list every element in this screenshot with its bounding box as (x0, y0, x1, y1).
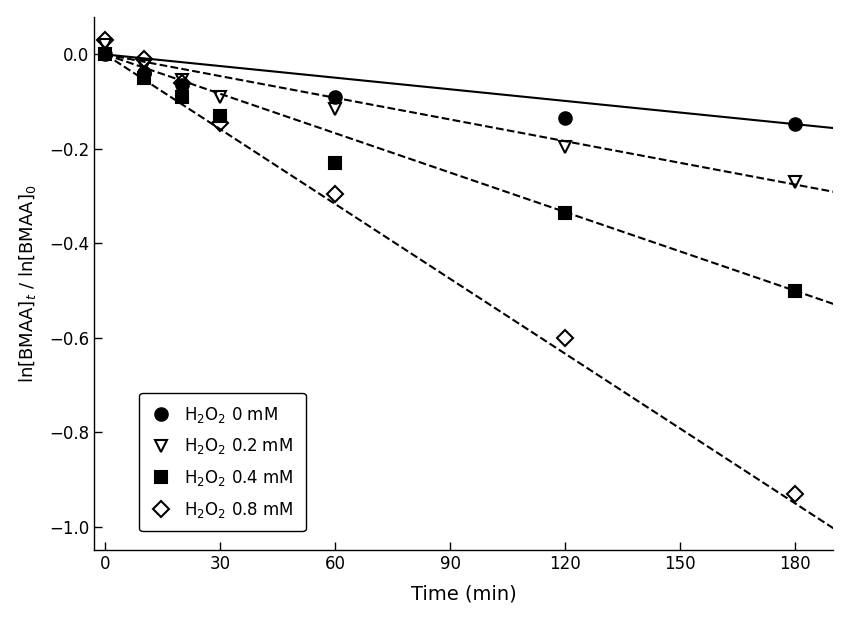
Line: H$_2$O$_2$ 0.4 mM: H$_2$O$_2$ 0.4 mM (99, 48, 802, 297)
H$_2$O$_2$ 0.8 mM (139, 55, 149, 63)
Line: H$_2$O$_2$ 0.2 mM: H$_2$O$_2$ 0.2 mM (99, 39, 802, 188)
Line: H$_2$O$_2$ 0.8 mM: H$_2$O$_2$ 0.8 mM (99, 35, 801, 499)
H$_2$O$_2$ 0.2 mM (139, 63, 149, 70)
H$_2$O$_2$ 0.2 mM (790, 179, 800, 186)
H$_2$O$_2$ 0 mM (139, 69, 149, 77)
H$_2$O$_2$ 0.4 mM (100, 51, 110, 58)
H$_2$O$_2$ 0.4 mM (177, 93, 187, 100)
H$_2$O$_2$ 0.8 mM (177, 79, 187, 87)
H$_2$O$_2$ 0.4 mM (560, 209, 570, 216)
Y-axis label: ln[BMAA]$_t$ / ln[BMAA]$_0$: ln[BMAA]$_t$ / ln[BMAA]$_0$ (17, 184, 37, 383)
H$_2$O$_2$ 0.2 mM (330, 105, 340, 112)
H$_2$O$_2$ 0 mM (177, 81, 187, 89)
H$_2$O$_2$ 0.8 mM (330, 190, 340, 198)
H$_2$O$_2$ 0.8 mM (790, 490, 800, 497)
H$_2$O$_2$ 0.2 mM (215, 93, 225, 100)
H$_2$O$_2$ 0 mM (560, 115, 570, 122)
H$_2$O$_2$ 0.2 mM (100, 42, 110, 49)
H$_2$O$_2$ 0.8 mM (560, 334, 570, 342)
H$_2$O$_2$ 0 mM (330, 93, 340, 100)
H$_2$O$_2$ 0.4 mM (139, 74, 149, 82)
H$_2$O$_2$ 0 mM (100, 51, 110, 58)
H$_2$O$_2$ 0 mM (790, 121, 800, 128)
H$_2$O$_2$ 0.4 mM (330, 159, 340, 167)
H$_2$O$_2$ 0.2 mM (177, 77, 187, 84)
H$_2$O$_2$ 0.8 mM (215, 119, 225, 126)
H$_2$O$_2$ 0.4 mM (215, 112, 225, 120)
Legend: H$_2$O$_2$ 0 mM, H$_2$O$_2$ 0.2 mM, H$_2$O$_2$ 0.4 mM, H$_2$O$_2$ 0.8 mM: H$_2$O$_2$ 0 mM, H$_2$O$_2$ 0.2 mM, H$_2… (139, 393, 305, 531)
H$_2$O$_2$ 0 mM (139, 69, 149, 77)
H$_2$O$_2$ 0.8 mM (100, 37, 110, 44)
H$_2$O$_2$ 0.2 mM (560, 143, 570, 150)
H$_2$O$_2$ 0.4 mM (790, 287, 800, 294)
Line: H$_2$O$_2$ 0 mM: H$_2$O$_2$ 0 mM (99, 48, 802, 131)
X-axis label: Time (min): Time (min) (411, 584, 517, 603)
